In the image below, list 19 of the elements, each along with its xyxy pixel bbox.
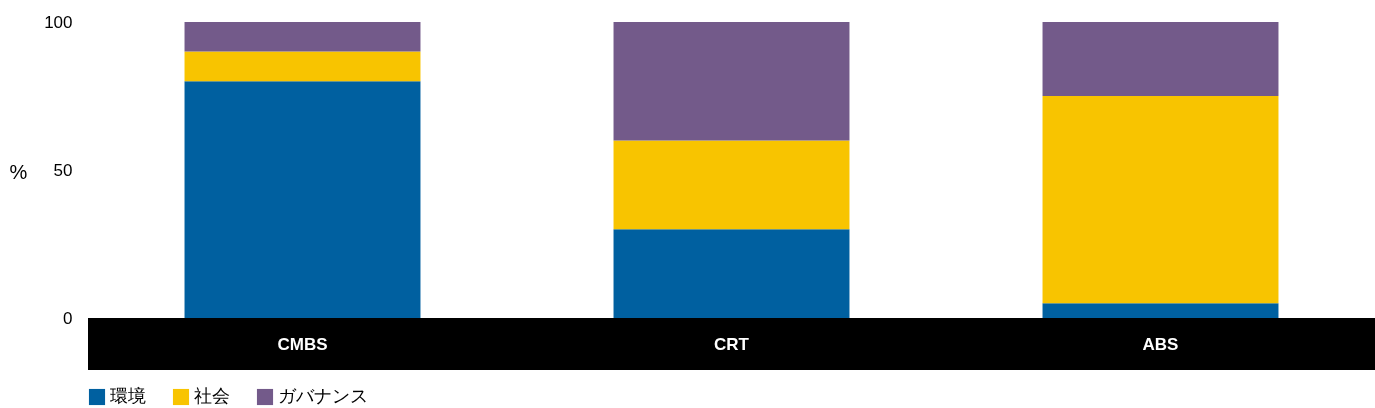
legend-label: ガバナンス — [278, 386, 368, 406]
bar — [613, 229, 850, 318]
bar — [1042, 22, 1279, 96]
y-axis-title: % — [9, 160, 28, 183]
bar — [184, 81, 421, 318]
bar — [613, 140, 850, 230]
bar — [1042, 303, 1279, 318]
legend-label: 社会 — [194, 386, 230, 406]
y-tick-label: 100 — [44, 12, 73, 32]
x-tick-label: CMBS — [277, 334, 328, 354]
x-tick-label: ABS — [1142, 334, 1179, 354]
y-tick-label: 0 — [63, 308, 73, 328]
bar — [184, 51, 421, 82]
legend-label: 環境 — [110, 386, 146, 406]
bar — [613, 22, 850, 141]
bar — [1042, 96, 1279, 304]
x-tick-label: CRT — [714, 334, 750, 354]
bar — [184, 22, 421, 52]
y-tick-label: 50 — [53, 160, 73, 180]
